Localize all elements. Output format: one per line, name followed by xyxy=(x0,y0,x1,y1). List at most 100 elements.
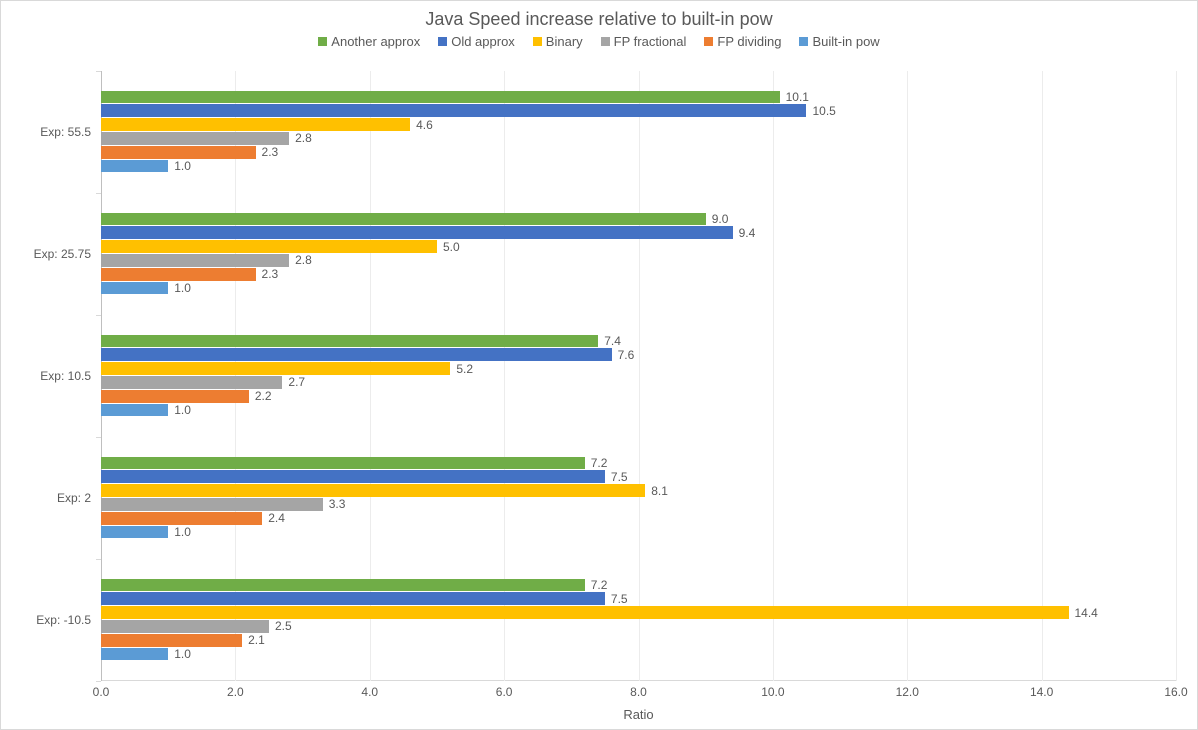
legend-label: FP fractional xyxy=(614,34,687,49)
bar-value-label: 1.0 xyxy=(174,525,191,539)
legend-item: Built-in pow xyxy=(799,34,879,49)
legend-swatch xyxy=(533,37,542,46)
legend-swatch xyxy=(799,37,808,46)
legend-swatch xyxy=(438,37,447,46)
legend-swatch xyxy=(704,37,713,46)
bar-value-label: 2.2 xyxy=(255,389,272,403)
bar: 2.8 xyxy=(101,254,289,267)
legend-label: FP dividing xyxy=(717,34,781,49)
gridline xyxy=(773,71,774,681)
bar: 4.6 xyxy=(101,118,410,131)
bar-value-label: 1.0 xyxy=(174,281,191,295)
legend-item: Binary xyxy=(533,34,583,49)
bar: 1.0 xyxy=(101,404,168,417)
gridline xyxy=(907,71,908,681)
y-tick xyxy=(96,437,101,438)
bar-value-label: 10.1 xyxy=(786,90,809,104)
x-tick-label: 14.0 xyxy=(1030,685,1053,699)
legend-label: Built-in pow xyxy=(812,34,879,49)
bar: 10.1 xyxy=(101,91,780,104)
y-category-label: Exp: 10.5 xyxy=(40,369,91,383)
bar: 9.4 xyxy=(101,226,733,239)
bar-value-label: 8.1 xyxy=(651,484,668,498)
bar: 1.0 xyxy=(101,526,168,539)
gridline xyxy=(639,71,640,681)
x-tick-label: 10.0 xyxy=(761,685,784,699)
bar: 3.3 xyxy=(101,498,323,511)
y-tick xyxy=(96,559,101,560)
bar-value-label: 2.5 xyxy=(275,619,292,633)
legend: Another approx Old approx Binary FP fractio… xyxy=(1,34,1197,55)
legend-item: FP fractional xyxy=(601,34,687,49)
bar: 8.1 xyxy=(101,484,645,497)
bar-value-label: 14.4 xyxy=(1075,606,1098,620)
y-category-label: Exp: -10.5 xyxy=(36,613,91,627)
gridline xyxy=(1042,71,1043,681)
legend-label: Binary xyxy=(546,34,583,49)
bar-value-label: 9.4 xyxy=(739,226,756,240)
bar-value-label: 2.8 xyxy=(295,131,312,145)
bar: 1.0 xyxy=(101,160,168,173)
y-category-label: Exp: 25.75 xyxy=(34,247,91,261)
bar: 10.5 xyxy=(101,104,806,117)
legend-swatch xyxy=(601,37,610,46)
x-tick-label: 8.0 xyxy=(630,685,647,699)
bar: 2.3 xyxy=(101,268,256,281)
x-tick-label: 2.0 xyxy=(227,685,244,699)
bar-value-label: 1.0 xyxy=(174,159,191,173)
bar: 7.6 xyxy=(101,348,612,361)
bar-value-label: 1.0 xyxy=(174,647,191,661)
bar: 9.0 xyxy=(101,213,706,226)
x-tick-label: 12.0 xyxy=(896,685,919,699)
bar-value-label: 1.0 xyxy=(174,403,191,417)
bar-value-label: 7.5 xyxy=(611,470,628,484)
y-tick xyxy=(96,71,101,72)
bar: 14.4 xyxy=(101,606,1069,619)
bar-value-label: 3.3 xyxy=(329,497,346,511)
bar: 1.0 xyxy=(101,648,168,661)
bar: 7.5 xyxy=(101,470,605,483)
plot-area: 0.02.04.06.08.010.012.014.016.0Exp: -10.… xyxy=(101,71,1176,681)
bar: 7.2 xyxy=(101,457,585,470)
y-category-label: Exp: 55.5 xyxy=(40,125,91,139)
x-tick-label: 16.0 xyxy=(1164,685,1187,699)
chart-container: Java Speed increase relative to built-in… xyxy=(0,0,1198,730)
bar-value-label: 7.6 xyxy=(618,348,635,362)
legend-item: Old approx xyxy=(438,34,515,49)
bar-value-label: 7.5 xyxy=(611,592,628,606)
y-tick xyxy=(96,681,101,682)
y-tick xyxy=(96,315,101,316)
legend-item: FP dividing xyxy=(704,34,781,49)
bar-value-label: 4.6 xyxy=(416,118,433,132)
legend-item: Another approx xyxy=(318,34,420,49)
bar-value-label: 10.5 xyxy=(812,104,835,118)
bar: 2.3 xyxy=(101,146,256,159)
bar: 7.4 xyxy=(101,335,598,348)
chart-title: Java Speed increase relative to built-in… xyxy=(1,1,1197,34)
bar-value-label: 2.4 xyxy=(268,511,285,525)
bar: 7.2 xyxy=(101,579,585,592)
x-axis-label: Ratio xyxy=(101,707,1176,722)
bar-value-label: 2.3 xyxy=(262,145,279,159)
bar: 2.1 xyxy=(101,634,242,647)
y-category-label: Exp: 2 xyxy=(57,491,91,505)
y-tick xyxy=(96,193,101,194)
bar: 5.0 xyxy=(101,240,437,253)
bar: 2.7 xyxy=(101,376,282,389)
bar-value-label: 9.0 xyxy=(712,212,729,226)
x-tick-label: 6.0 xyxy=(496,685,513,699)
bar: 7.5 xyxy=(101,592,605,605)
legend-label: Old approx xyxy=(451,34,515,49)
legend-label: Another approx xyxy=(331,34,420,49)
bar-value-label: 5.2 xyxy=(456,362,473,376)
bar-value-label: 5.0 xyxy=(443,240,460,254)
bar: 2.4 xyxy=(101,512,262,525)
gridline xyxy=(1176,71,1177,681)
bar-value-label: 2.7 xyxy=(288,375,305,389)
bar-value-label: 2.3 xyxy=(262,267,279,281)
bar: 2.8 xyxy=(101,132,289,145)
bar-value-label: 7.2 xyxy=(591,456,608,470)
bar-value-label: 2.8 xyxy=(295,253,312,267)
bar-value-label: 7.4 xyxy=(604,334,621,348)
bar-value-label: 2.1 xyxy=(248,633,265,647)
